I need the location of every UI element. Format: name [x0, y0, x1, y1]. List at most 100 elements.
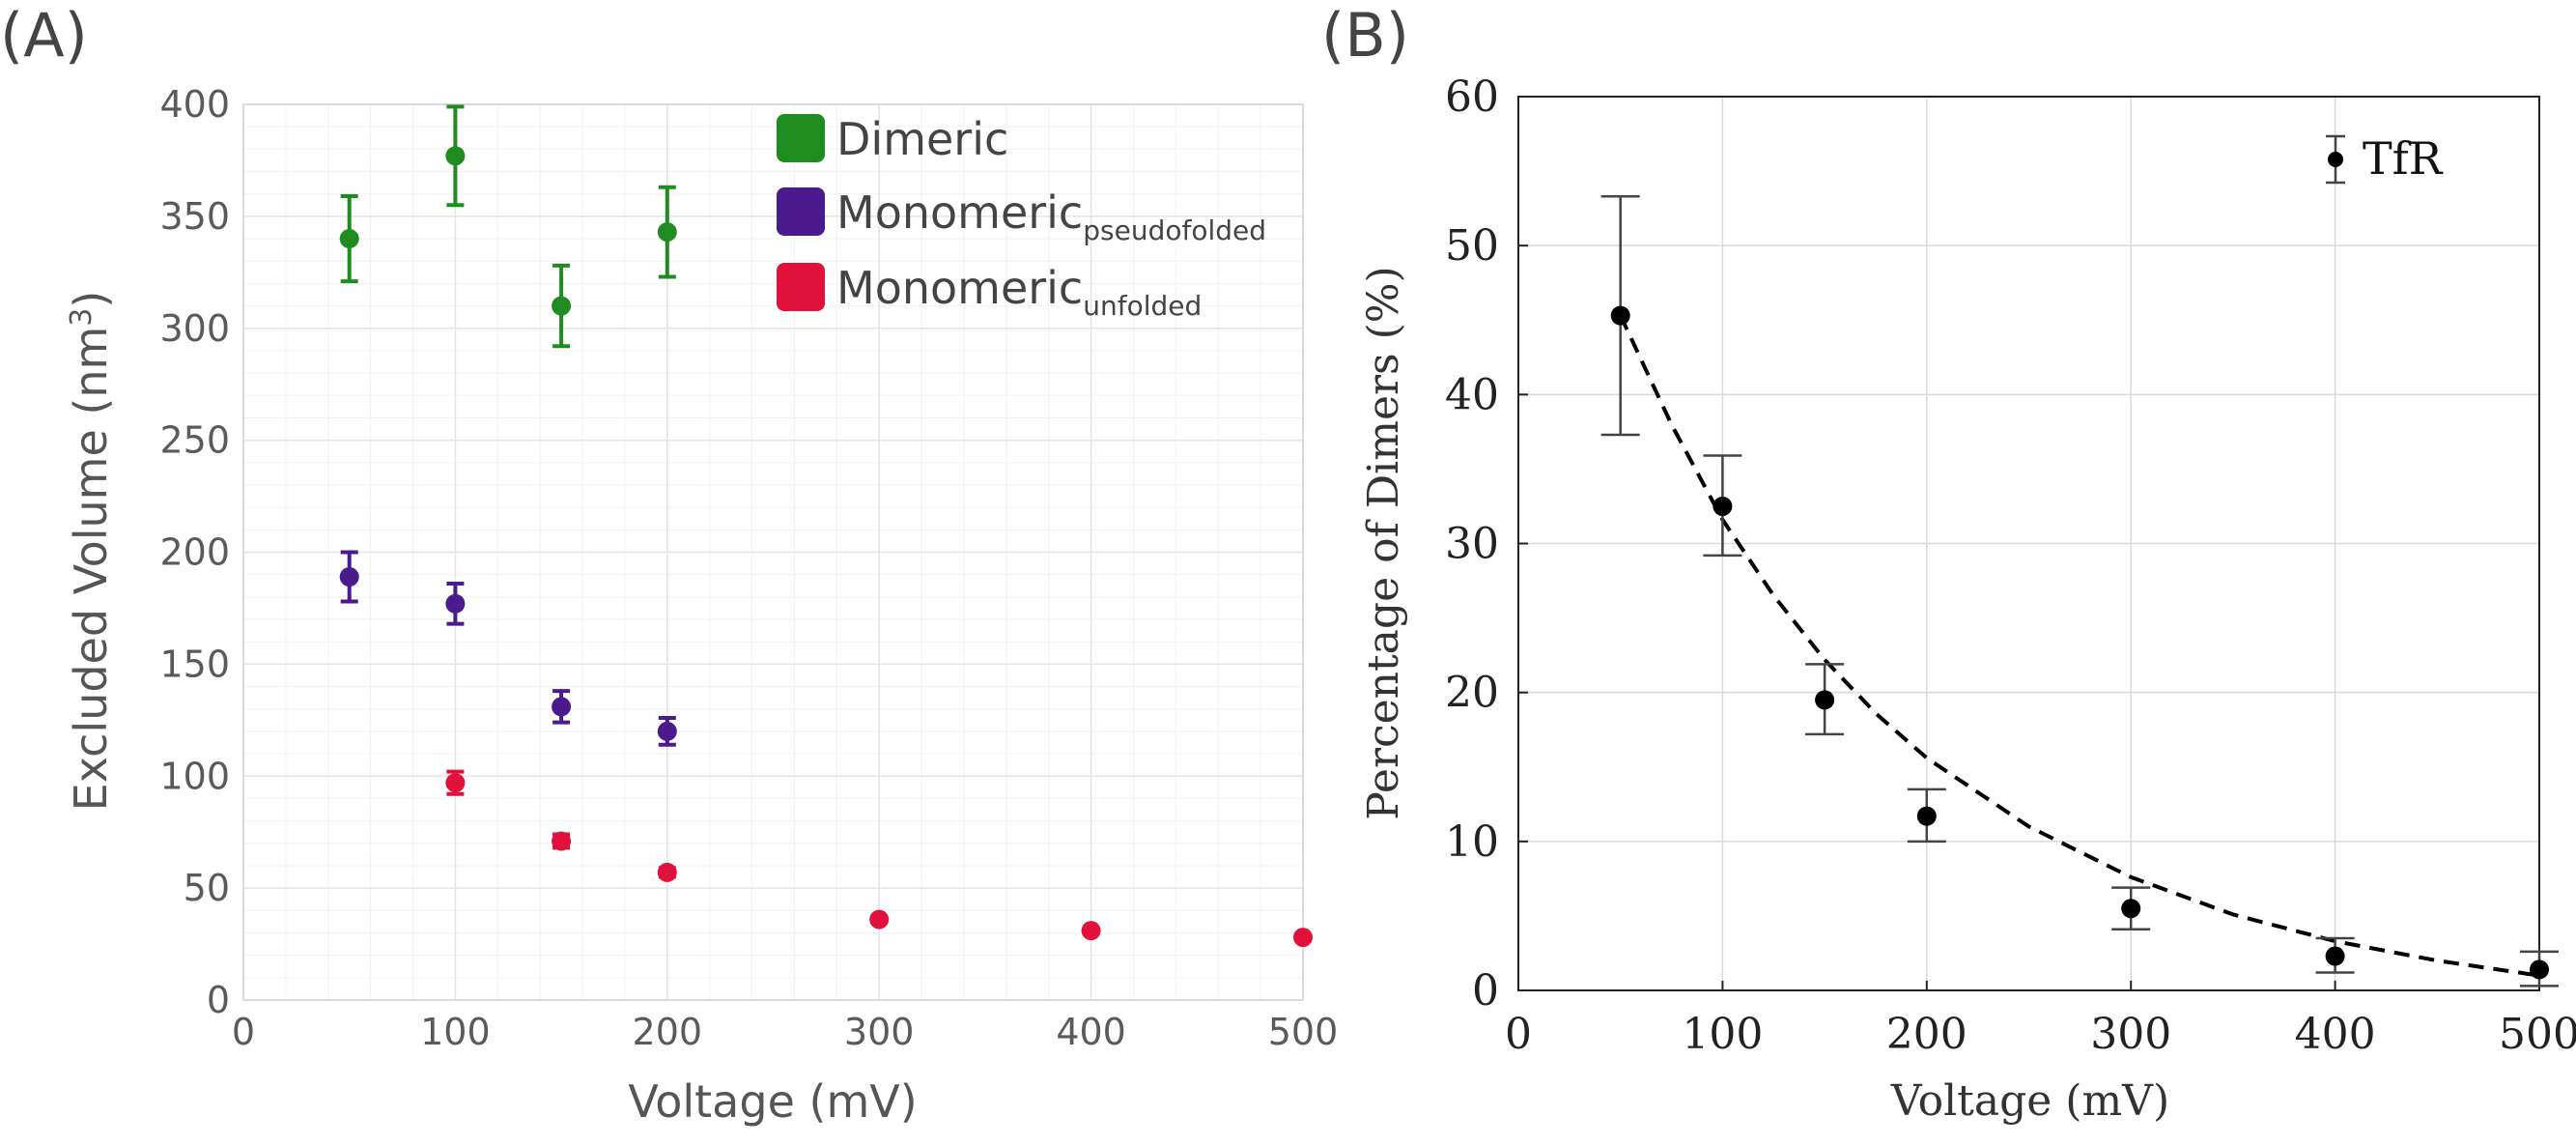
panel-b-grid: [1517, 96, 2540, 991]
data-point: [339, 194, 359, 284]
marker: [445, 593, 466, 614]
panel-a: (A) 0 100 200 300 400 500 0 50 100 150 200 250 300 35…: [0, 0, 1338, 1128]
x-tick-label: 100: [1682, 1010, 1763, 1059]
data-point: [1293, 928, 1313, 948]
legend-label: Monomericpseudofolded: [836, 186, 1266, 246]
legend-entry: Monomericpseudofolded: [777, 186, 1266, 246]
data-point: [2520, 950, 2559, 988]
marker: [445, 146, 466, 166]
data-point: [1805, 663, 1845, 736]
x-tick-label: 500: [1268, 1011, 1339, 1053]
x-tick-label: 100: [420, 1011, 491, 1053]
y-tick-label: 0: [1472, 966, 1499, 1016]
data-point: [339, 550, 359, 604]
marker: [552, 831, 572, 851]
panel-b-legend: TfR: [2326, 132, 2444, 185]
data-point: [1907, 787, 1946, 844]
data-point: [1703, 454, 1742, 558]
y-tick-label: 200: [159, 531, 230, 574]
marker: [339, 229, 359, 249]
panel-b-label: (B): [1321, 0, 1409, 71]
marker: [552, 697, 572, 717]
legend-marker: [2328, 152, 2343, 167]
y-tick-label: 100: [159, 755, 230, 797]
y-tick-label: 300: [159, 307, 230, 350]
y-tick-label: 40: [1445, 370, 1499, 419]
panel-a-y-axis-label-main: Excluded Volume (nm: [65, 327, 117, 812]
y-tick-label: 20: [1445, 669, 1499, 718]
data-point: [869, 909, 890, 930]
panel-b: (B) 0 100 200 300 400 500 0 10 20 30 40 50 60 Voltag…: [1321, 0, 2576, 1126]
y-tick-label: 250: [159, 419, 230, 462]
legend-label-sub: unfolded: [1083, 290, 1202, 322]
marker: [2121, 899, 2141, 919]
legend-swatch: [777, 263, 825, 311]
data-point: [552, 831, 572, 851]
panel-a-x-axis-label: Voltage (mV): [628, 1075, 917, 1128]
panel-a-data-points: [339, 104, 1313, 948]
marker: [657, 862, 677, 882]
panel-a-y-axis-label-end: ): [65, 291, 117, 308]
x-tick-label: 400: [2295, 1010, 2376, 1059]
y-tick-label: 30: [1445, 520, 1499, 569]
x-tick-label: 300: [844, 1011, 915, 1053]
panel-b-fit-curve: [1618, 314, 2540, 978]
data-point: [1081, 921, 1101, 941]
marker: [552, 296, 572, 316]
panel-a-grid: [242, 103, 1304, 1001]
x-tick-label: 300: [2090, 1010, 2171, 1059]
marker: [339, 566, 359, 587]
x-tick-label: 200: [633, 1011, 703, 1053]
marker: [1081, 921, 1101, 941]
y-tick-label: 50: [184, 867, 230, 909]
legend-label: TfR: [2363, 132, 2444, 185]
panel-b-tick-labels: 0 100 200 300 400 500 0 10 20 30 40 50 60: [1445, 72, 2576, 1059]
marker: [1293, 928, 1313, 948]
x-tick-label: 0: [1505, 1010, 1532, 1059]
legend-label: Dimeric: [836, 113, 1008, 165]
legend-entry: Monomericunfolded: [777, 262, 1202, 322]
panel-b-y-axis-label: Percentage of Dimers (%): [1359, 266, 1408, 819]
panel-a-plot-border: [242, 103, 1304, 1001]
marker: [869, 909, 890, 930]
marker: [1713, 496, 1733, 516]
marker: [445, 773, 466, 793]
y-tick-label: 0: [207, 979, 230, 1021]
data-point: [657, 862, 677, 882]
legend-label-sub: pseudofolded: [1083, 215, 1266, 246]
legend-label-main: Dimeric: [836, 113, 1008, 165]
marker: [657, 222, 677, 243]
data-point: [552, 263, 572, 349]
data-point: [552, 689, 572, 725]
y-tick-label: 350: [159, 195, 230, 238]
x-tick-label: 400: [1056, 1011, 1126, 1053]
x-tick-label: 0: [232, 1011, 255, 1053]
panel-a-y-axis-label: Excluded Volume (nm3): [65, 291, 117, 812]
data-point: [2111, 886, 2151, 931]
data-point: [2315, 936, 2355, 974]
panel-a-y-axis-label-sup: 3: [65, 308, 99, 327]
panel-a-legend: DimericMonomericpseudofoldedMonomericunf…: [777, 113, 1266, 322]
data-point: [445, 104, 466, 208]
legend-swatch: [777, 187, 825, 236]
legend-entry: Dimeric: [777, 113, 1008, 165]
marker: [1610, 305, 1630, 326]
data-point: [445, 581, 466, 626]
marker: [2325, 946, 2345, 966]
panel-b-data-points: [1600, 195, 2559, 988]
data-point: [1600, 195, 1640, 437]
legend-label-main: Monomeric: [836, 262, 1083, 314]
data-point: [657, 715, 677, 747]
legend-entry: TfR: [2326, 132, 2444, 185]
legend-label-main: Monomeric: [836, 186, 1083, 239]
x-tick-label: 500: [2499, 1010, 2576, 1059]
marker: [2530, 959, 2549, 980]
panel-a-tick-labels: 0 100 200 300 400 500 0 50 100 150 200 250 300 350 400: [159, 83, 1338, 1053]
y-tick-label: 400: [159, 83, 230, 126]
x-tick-label: 200: [1886, 1010, 1967, 1059]
data-point: [445, 769, 466, 796]
marker: [657, 721, 677, 741]
legend-swatch: [777, 114, 825, 162]
data-point: [657, 185, 677, 279]
